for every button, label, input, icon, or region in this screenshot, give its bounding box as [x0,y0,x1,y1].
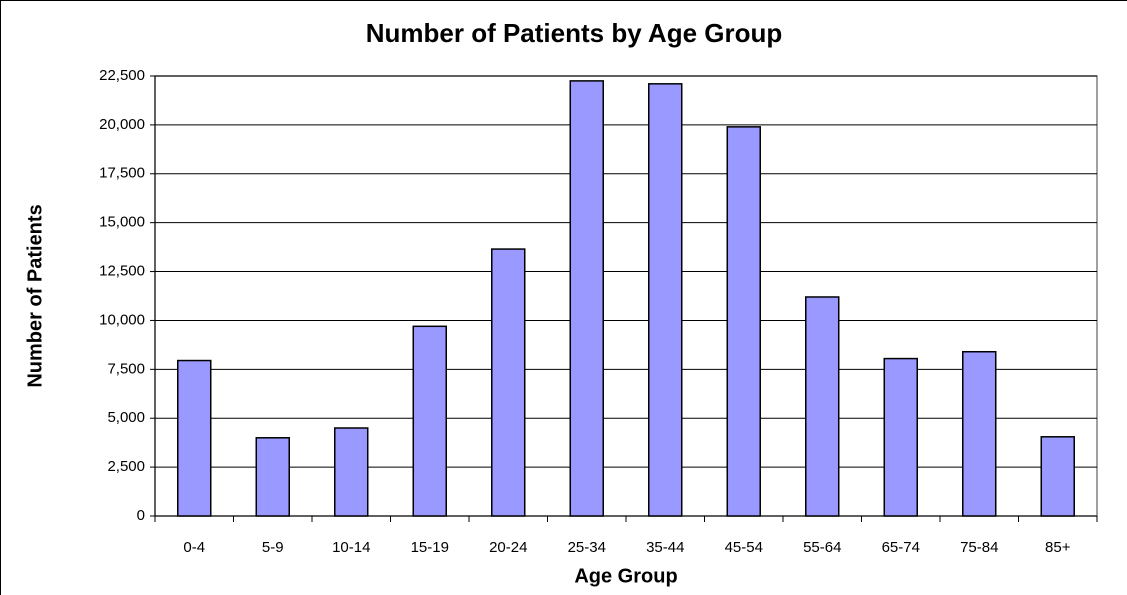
x-axis-title: Age Group [574,565,677,587]
x-tick-label: 35-44 [646,539,684,556]
y-tick-label: 0 [137,507,145,524]
bar [805,296,840,517]
x-tick-label: 85+ [1045,539,1071,556]
y-tick-label: 2,500 [107,458,145,475]
chart-title: Number of Patients by Age Group [366,18,783,48]
bar [255,437,290,517]
bar [962,350,997,517]
x-tick-label: 65-74 [882,539,920,556]
x-tick-label: 75-84 [960,539,998,556]
plot-area [154,75,1098,517]
x-tick-label: 20-24 [489,539,527,556]
y-axis-title: Number of Patients [24,204,46,387]
bar [648,83,683,517]
y-tick-label: 10,000 [99,311,145,328]
y-tick-label: 17,500 [99,165,145,182]
x-tick-label: 5-9 [262,539,284,556]
y-tick-label: 22,500 [99,67,145,84]
bar [334,427,369,517]
bar [412,325,447,517]
bar [726,126,761,517]
x-tick-label: 45-54 [725,539,763,556]
x-tick-label: 25-34 [568,539,606,556]
y-tick-label: 15,000 [99,214,145,231]
y-tick-label: 12,500 [99,263,145,280]
y-tick-label: 5,000 [107,409,145,426]
y-tick-label: 7,500 [107,360,145,377]
bar [569,80,604,517]
x-tick-label: 10-14 [332,539,370,556]
x-tick-label: 55-64 [803,539,841,556]
bar [883,357,918,517]
x-tick-label: 15-19 [411,539,449,556]
y-tick-label: 20,000 [99,116,145,133]
bar [491,248,526,517]
x-tick-label: 0-4 [183,539,205,556]
bar [1040,436,1075,517]
bar [177,359,212,517]
